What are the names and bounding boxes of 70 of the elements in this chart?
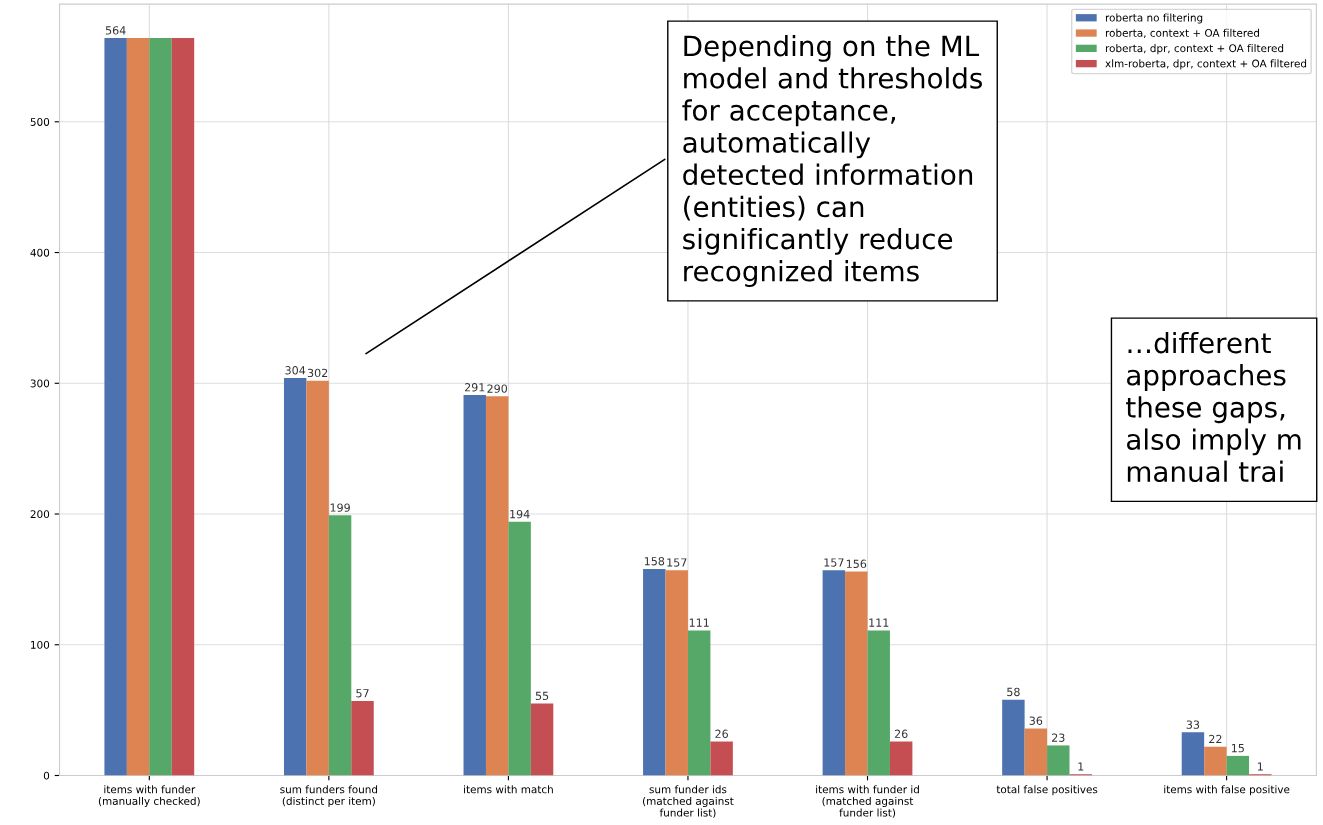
bar — [328, 515, 352, 776]
annotation: …different approaches these gaps, also imply m manual trai — [1126, 331, 1301, 483]
y-tick-label: 100 — [31, 640, 50, 649]
data-label: 22 — [1209, 734, 1222, 744]
bar — [889, 741, 913, 776]
bar — [1226, 755, 1250, 776]
bar — [1024, 728, 1048, 776]
data-label: 33 — [1186, 720, 1200, 729]
bar — [530, 703, 554, 776]
bar — [485, 396, 509, 776]
data-label: 36 — [1029, 716, 1043, 725]
bar — [351, 700, 374, 776]
bar — [283, 378, 307, 776]
data-label: 194 — [510, 509, 530, 519]
legend-label: xlm-roberta, dpr, context + OA filtered — [1105, 59, 1307, 70]
legend-label: roberta, context + OA filtered — [1105, 28, 1259, 38]
y-tick-label: 400 — [30, 248, 50, 257]
data-label: 199 — [330, 503, 350, 512]
bar — [306, 380, 329, 776]
x-tick-label: total false positives — [996, 785, 1098, 796]
bar — [1181, 732, 1205, 776]
data-label: 15 — [1231, 744, 1244, 753]
data-label: 55 — [535, 691, 549, 701]
bar — [508, 521, 531, 776]
y-tick-label: 200 — [30, 510, 50, 519]
data-label: 26 — [715, 729, 728, 738]
bar — [1047, 745, 1070, 776]
data-label: 1 — [1257, 762, 1263, 771]
bar — [126, 38, 150, 776]
x-tick-label: items with funder (manually checked) — [98, 785, 200, 807]
legend-label: roberta no filtering — [1105, 13, 1203, 24]
bar — [149, 38, 172, 776]
data-label: 302 — [307, 368, 328, 378]
bar — [463, 395, 486, 776]
data-label: 111 — [689, 618, 709, 627]
data-label: 156 — [846, 559, 867, 568]
data-label: 23 — [1052, 733, 1065, 742]
bar — [687, 630, 711, 776]
annotation: Depending on the ML model and thresholds for acceptance, automatically detected information (entities) can significantly reduce recognized items — [682, 34, 983, 287]
bar — [1204, 746, 1227, 776]
x-tick-label: sum funder ids (matched against funder list) — [642, 785, 734, 818]
bar — [665, 570, 688, 776]
x-tick-label: items with match — [464, 785, 553, 794]
bar — [104, 38, 127, 776]
bar — [822, 570, 846, 776]
data-label: 158 — [644, 556, 665, 566]
data-label: 1 — [1078, 762, 1084, 771]
data-label: 291 — [464, 383, 485, 392]
y-tick-label: 300 — [30, 379, 50, 388]
data-label: 564 — [105, 26, 126, 35]
x-tick-label: items with false positive — [1164, 785, 1290, 796]
legend-label: roberta, dpr, context + OA filtered — [1105, 44, 1284, 55]
data-label: 290 — [487, 384, 508, 393]
bar — [1002, 699, 1025, 776]
y-tick-label: 0 — [43, 771, 50, 780]
bar — [867, 630, 890, 776]
bar — [643, 568, 666, 776]
y-tick-label: 500 — [30, 118, 50, 126]
data-label: 57 — [356, 689, 369, 698]
data-label: 157 — [824, 558, 844, 567]
x-tick-label: items with funder id (matched against funder list) — [816, 785, 919, 818]
x-tick-label: sum funders found (distinct per item) — [280, 785, 378, 807]
data-label: 26 — [894, 729, 908, 738]
bar — [845, 571, 868, 776]
data-label: 157 — [667, 558, 687, 567]
data-label: 304 — [285, 366, 306, 375]
data-label: 58 — [1007, 687, 1020, 697]
bar — [171, 38, 195, 776]
bar — [710, 741, 733, 776]
data-label: 111 — [869, 618, 889, 627]
